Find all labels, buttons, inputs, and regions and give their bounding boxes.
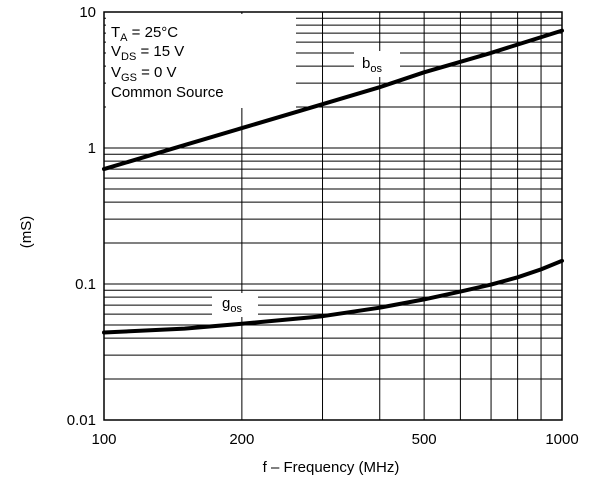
x-axis-label: f – Frequency (MHz): [263, 459, 400, 476]
x-tick-label: 100: [91, 431, 116, 448]
x-tick-label: 200: [229, 431, 254, 448]
curve-bos: [102, 28, 564, 172]
y-axis-label: (mS): [18, 216, 35, 249]
y-tick-label: 1: [88, 140, 96, 157]
y-tick-label: 0.01: [67, 412, 96, 429]
tick-labels: 100 200 500 1000 0.01 0.1 1 10: [67, 4, 579, 448]
gos-curve-label: gos: [222, 295, 242, 315]
curves: [102, 28, 564, 335]
y-tick-label: 10: [79, 4, 96, 21]
bos-curve-label: bos: [362, 55, 382, 75]
y-tick-label: 0.1: [75, 276, 96, 293]
conditions-box: [106, 14, 296, 108]
condition-vgs: VGS = 0 V: [111, 64, 177, 84]
x-tick-label: 500: [412, 431, 437, 448]
x-tick-label: 1000: [545, 431, 578, 448]
plot-frame: [103, 11, 563, 421]
condition-vds: VDS = 15 V: [111, 43, 184, 63]
conditions-legend: TA = 25°C VDS = 15 V VGS = 0 V Common So…: [111, 24, 224, 101]
condition-temperature: TA = 25°C: [111, 24, 178, 44]
condition-mode: Common Source: [111, 84, 224, 101]
gos-label-background: [212, 293, 258, 317]
bos-label-background: [354, 51, 400, 77]
curve-gos: [102, 258, 564, 335]
